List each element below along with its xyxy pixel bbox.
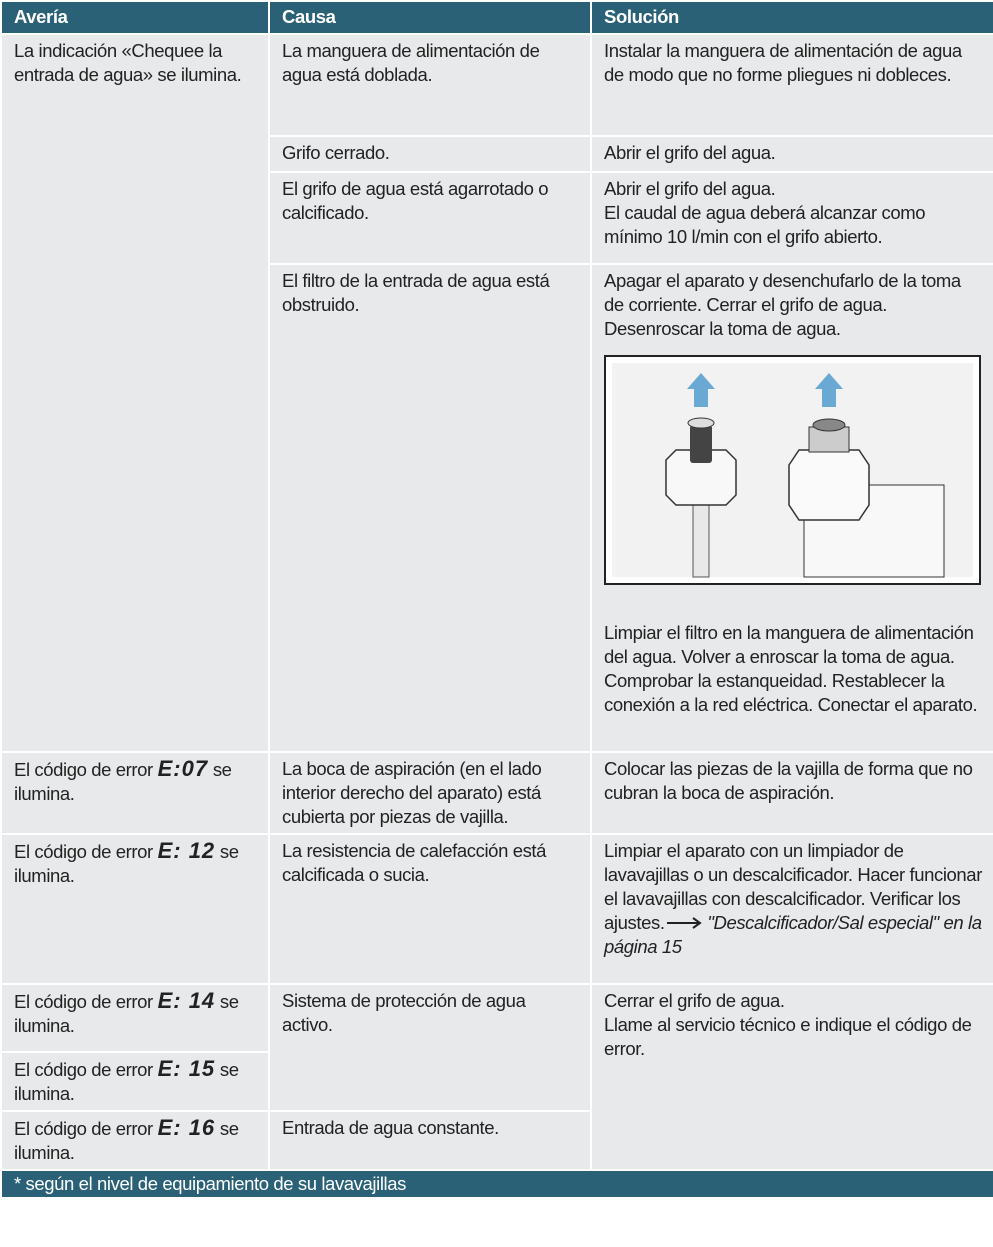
fault-prefix: El código de error	[14, 1059, 153, 1080]
fault-prefix: El código de error	[14, 759, 153, 780]
fault-prefix: El código de error	[14, 991, 153, 1012]
solution-text: Abrir el grifo del agua.	[604, 178, 776, 199]
cause: La resistencia de calefacción está calci…	[268, 833, 592, 985]
solution: Abrir el grifo del agua. El caudal de ag…	[590, 171, 993, 265]
fault-prefix: El código de error	[14, 1118, 153, 1139]
solution-text: Colocar las piezas de la vajilla de form…	[604, 758, 973, 803]
cause: La manguera de alimentación de agua está…	[268, 33, 592, 137]
header-cell: Avería	[0, 0, 270, 35]
cause: La boca de aspiración (en el lado interi…	[268, 751, 592, 835]
fault: La indicación «Chequee la entrada de agu…	[0, 33, 270, 753]
fault: El código de error E: 12 se ilumina.	[0, 833, 270, 985]
fault-suffix: se ilumina.	[14, 841, 239, 886]
fault-suffix: se ilumina.	[14, 1059, 239, 1104]
solution: Apagar el aparato y desenchufarlo de la …	[590, 263, 993, 753]
solution-text: Limpiar el aparato con un limpiador de l…	[604, 840, 982, 933]
error-code: E: 15	[157, 1056, 216, 1081]
solution-text: Abrir el grifo del agua.	[604, 142, 776, 163]
fault-suffix: se ilumina.	[14, 1118, 239, 1163]
fault: El código de error E:07 se ilumina.	[0, 751, 270, 835]
solution: Instalar la manguera de alimentación de …	[590, 33, 993, 137]
filter-illustration	[604, 355, 981, 585]
fault-suffix: se ilumina.	[14, 991, 239, 1036]
fault: El código de error E: 14 se ilumina.	[0, 983, 270, 1053]
solution-text: El caudal de agua deberá alcanzar como m…	[604, 202, 926, 247]
footnote: * según el nivel de equipamiento de su l…	[0, 1169, 993, 1199]
fault: El código de error E: 16 se ilumina.	[0, 1110, 270, 1171]
cause: Entrada de agua constante.	[268, 1110, 592, 1171]
error-code: E:07	[157, 756, 209, 781]
error-code: E: 16	[157, 1115, 216, 1140]
troubleshooting-table: Avería Causa Solución La indicación «Che…	[0, 0, 993, 1199]
error-code: E: 12	[157, 838, 216, 863]
fault-prefix: El código de error	[14, 841, 153, 862]
solution: Cerrar el grifo de agua. Llame al servic…	[590, 983, 993, 1171]
solution-text: Apagar el aparato y desenchufarlo de la …	[604, 270, 961, 339]
solution: Limpiar el aparato con un limpiador de l…	[590, 833, 993, 985]
fault: El código de error E: 15 se ilumina.	[0, 1051, 270, 1112]
solution: Colocar las piezas de la vajilla de form…	[590, 751, 993, 835]
solution: Abrir el grifo del agua.	[590, 135, 993, 173]
page-reference[interactable]: "Descalcificador/Sal especial" en la pág…	[604, 912, 982, 957]
solution-text: Llame al servicio técnico e indique el c…	[604, 1014, 972, 1059]
cause: Grifo cerrado.	[268, 135, 592, 173]
solution-text: Instalar la manguera de alimentación de …	[604, 40, 962, 85]
cause: El grifo de agua está agarrotado o calci…	[268, 171, 592, 265]
cause: El filtro de la entrada de agua está obs…	[268, 263, 592, 753]
arrow-icon	[666, 917, 702, 929]
header-row: Avería Causa Solución	[0, 0, 993, 35]
fault-suffix: se ilumina.	[14, 759, 232, 804]
header-cell: Causa	[268, 0, 592, 35]
solution-text: Cerrar el grifo de agua.	[604, 990, 785, 1011]
cause: Sistema de protección de agua activo.	[268, 983, 592, 1112]
error-code: E: 14	[157, 988, 216, 1013]
header-cell: Solución	[590, 0, 993, 35]
solution-text: Limpiar el filtro en la manguera de alim…	[604, 622, 978, 715]
